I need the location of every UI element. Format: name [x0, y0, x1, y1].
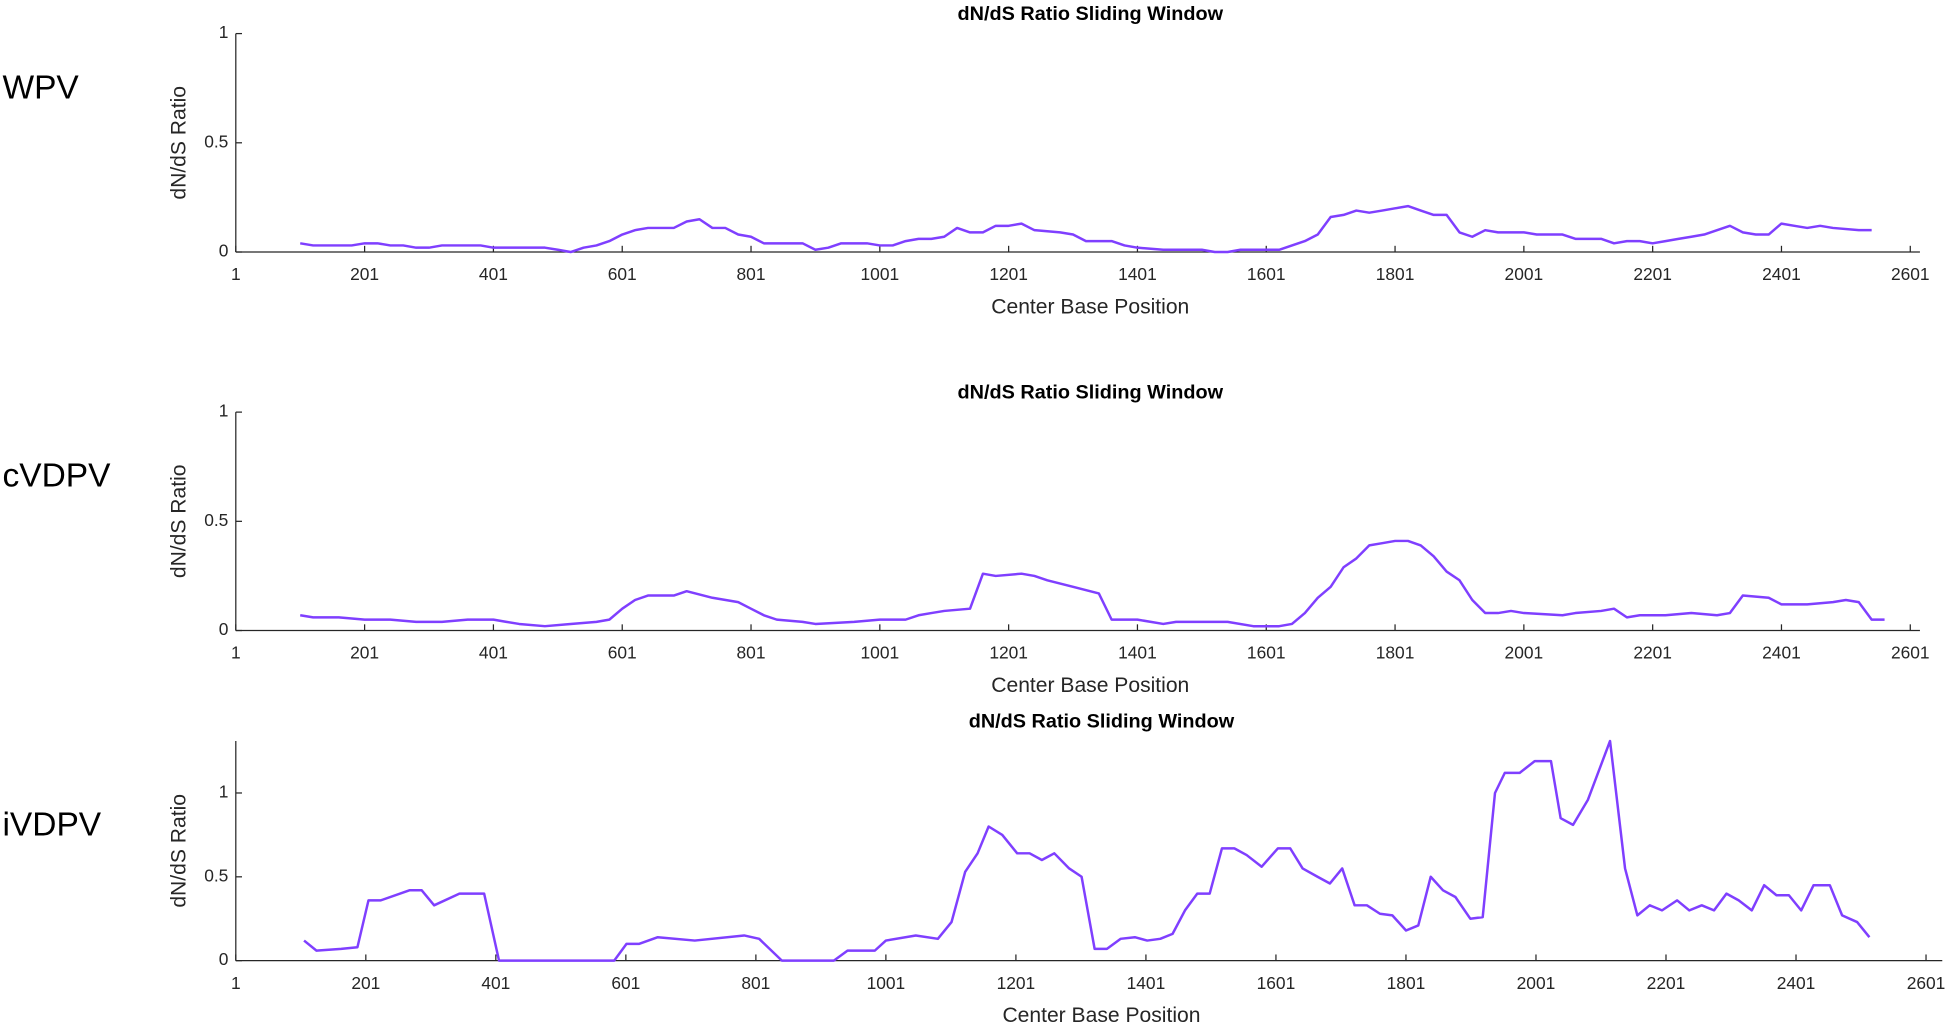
data-line — [303, 739, 1871, 962]
x-tick-label: 2001 — [1517, 973, 1556, 993]
x-tick-label: 1801 — [1376, 643, 1415, 663]
y-tick-label: 0 — [219, 949, 229, 969]
x-tick-label: 1 — [231, 264, 241, 284]
panel-label: WPV — [2, 69, 79, 106]
x-tick-label: 1801 — [1376, 264, 1415, 284]
x-tick-label: 401 — [479, 643, 508, 663]
x-tick-label: 801 — [741, 973, 770, 993]
x-tick-label: 401 — [479, 264, 508, 284]
x-tick-label: 1201 — [989, 264, 1028, 284]
x-tick-label: 801 — [737, 264, 766, 284]
x-tick-label: 2201 — [1647, 973, 1686, 993]
x-tick-label: 2001 — [1505, 264, 1544, 284]
x-tick-label: 201 — [350, 264, 379, 284]
y-tick-label: 0 — [219, 241, 229, 261]
panel-label: cVDPV — [2, 458, 111, 495]
x-tick-label: 1001 — [861, 643, 900, 663]
data-line — [300, 539, 1885, 628]
x-tick-label: 2001 — [1505, 643, 1544, 663]
x-tick-label: 201 — [350, 643, 379, 663]
x-tick-label: 2401 — [1762, 264, 1801, 284]
x-tick-label: 2401 — [1777, 973, 1816, 993]
x-axis-label: Center Base Position — [991, 295, 1189, 318]
data-line — [300, 204, 1872, 254]
y-tick-label: 0.5 — [204, 131, 228, 151]
y-axis-label: dN/dS Ratio — [168, 794, 191, 908]
chart-title: dN/dS Ratio Sliding Window — [958, 3, 1224, 25]
x-tick-label: 1401 — [1127, 973, 1166, 993]
y-tick-label: 0.5 — [204, 865, 228, 885]
x-tick-label: 1 — [231, 643, 241, 663]
panel-label: iVDPV — [2, 806, 101, 843]
x-tick-label: 1401 — [1118, 643, 1157, 663]
y-axis-label: dN/dS Ratio — [168, 464, 191, 578]
x-tick-label: 601 — [608, 264, 637, 284]
x-tick-label: 2601 — [1891, 264, 1930, 284]
x-tick-label: 2401 — [1762, 643, 1801, 663]
x-tick-label: 201 — [351, 973, 380, 993]
x-tick-label: 1401 — [1118, 264, 1157, 284]
x-tick-label: 1201 — [997, 973, 1036, 993]
y-tick-label: 0.5 — [204, 510, 228, 530]
x-tick-label: 801 — [737, 643, 766, 663]
chart-title: dN/dS Ratio Sliding Window — [969, 711, 1235, 733]
x-tick-label: 401 — [481, 973, 510, 993]
x-tick-label: 2201 — [1633, 643, 1672, 663]
y-tick-label: 1 — [219, 782, 229, 802]
x-tick-label: 1 — [231, 973, 241, 993]
chart-title: dN/dS Ratio Sliding Window — [958, 382, 1224, 404]
x-axis-label: Center Base Position — [991, 674, 1189, 697]
x-axis-label: Center Base Position — [1002, 1004, 1200, 1027]
y-tick-label: 1 — [219, 401, 229, 421]
x-tick-label: 2601 — [1891, 643, 1930, 663]
x-tick-label: 1601 — [1247, 643, 1286, 663]
x-tick-label: 2201 — [1633, 264, 1672, 284]
x-tick-label: 601 — [608, 643, 637, 663]
x-tick-label: 1601 — [1247, 264, 1286, 284]
x-tick-label: 1001 — [861, 264, 900, 284]
x-tick-label: 1201 — [989, 643, 1028, 663]
y-tick-label: 1 — [219, 22, 229, 42]
x-tick-label: 1001 — [867, 973, 906, 993]
y-tick-label: 0 — [219, 619, 229, 639]
y-axis-label: dN/dS Ratio — [168, 86, 191, 200]
x-tick-label: 601 — [611, 973, 640, 993]
x-tick-label: 1801 — [1387, 973, 1426, 993]
x-tick-label: 1601 — [1257, 973, 1296, 993]
x-tick-label: 2601 — [1907, 973, 1946, 993]
